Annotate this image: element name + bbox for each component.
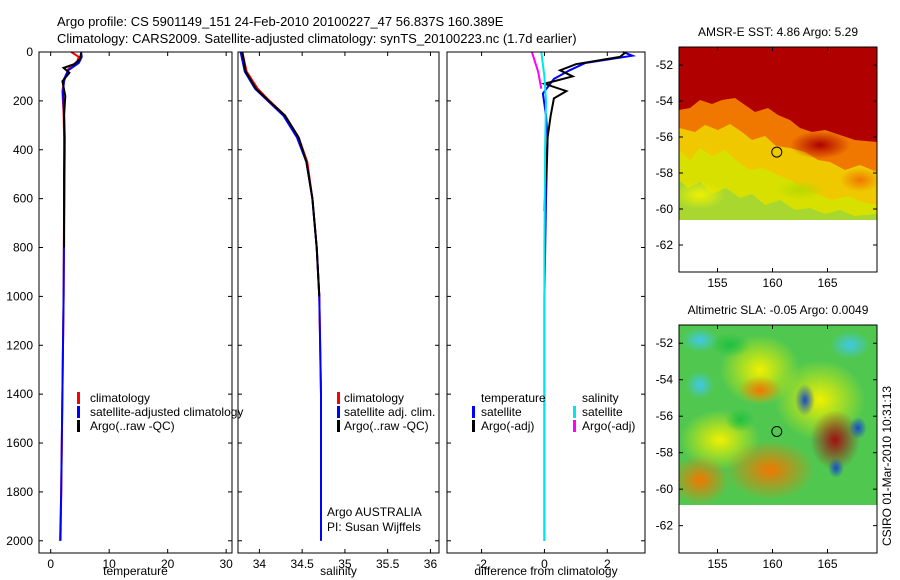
y-tick-label: 1600 [6, 436, 33, 450]
x-tick-label: 155 [707, 276, 727, 290]
x-tick-label: 35.5 [376, 557, 400, 571]
legend-swatch-argo [337, 420, 340, 432]
x-axis-label: salinity [320, 564, 357, 578]
y-tick-label: 0 [26, 45, 33, 59]
series-line-salinity-argo-adj- [530, 51, 543, 89]
legend-swatch-argo [77, 420, 80, 432]
legend-swatch-sal-satellite [573, 406, 576, 418]
x-axis-label: temperature [103, 564, 168, 578]
annotation-argo-australia: Argo AUSTRALIA [327, 505, 422, 519]
x-tick-label: 0 [47, 557, 54, 571]
sla-map-raster [679, 325, 877, 505]
legend-swatch-climatology [337, 392, 340, 404]
x-tick-label: 160 [762, 276, 782, 290]
legend-label-sal-satellite: satellite [582, 405, 623, 419]
legend-label-satellite-adj: satellite adj. clim. [344, 405, 435, 419]
axes-frame [237, 51, 440, 554]
x-tick-label: 36 [424, 557, 438, 571]
y-tick-label: -56 [656, 409, 674, 423]
x-tick-label: 165 [817, 276, 837, 290]
map-title: AMSR-E SST: 4.86 Argo: 5.29 [698, 25, 858, 39]
x-tick-label: 165 [817, 557, 837, 571]
y-tick-label: 1800 [6, 485, 33, 499]
legend-label-climatology: climatology [90, 391, 150, 405]
series-line-satellite-adjusted-climatology [59, 51, 83, 541]
series-line-temperature-satellite [541, 51, 637, 541]
temperature-legend: climatology satellite-adjusted climatolo… [77, 391, 243, 433]
annotation-pi-name: PI: Susan Wijffels [327, 520, 421, 534]
axes-frame [678, 324, 878, 554]
y-tick-label: 1400 [6, 387, 33, 401]
sla-map-empty-area [679, 505, 877, 553]
x-axis-label: difference from climatology [474, 564, 617, 578]
series-line-temperature-argo-adj- [540, 51, 627, 211]
legend-label-temp-satellite: satellite [481, 405, 522, 419]
x-tick-label: 35 [338, 557, 352, 571]
series-line-argo-raw-qc- [61, 53, 83, 248]
y-tick-label: 1000 [6, 289, 33, 303]
legend-swatch-climatology [77, 392, 80, 404]
argo-position-marker [771, 146, 783, 158]
series-line-satellite-adj-clim- [239, 51, 322, 541]
chart-layer: 0 10 20 30020040060080010001200140016001800… [6, 25, 878, 578]
y-tick-label: 600 [13, 192, 33, 206]
x-tick-label: 155 [707, 557, 727, 571]
series-line-argo-raw-qc- [241, 51, 321, 297]
legend-swatch-sal-argo [573, 420, 576, 432]
sst-map-empty-area [679, 220, 877, 272]
y-tick-label: -54 [656, 373, 674, 387]
series-line-climatology [241, 51, 322, 541]
legend-label-satellite-adjusted: satellite-adjusted climatology [90, 405, 243, 419]
y-tick-label: -58 [656, 446, 674, 460]
y-tick-label: -54 [656, 94, 674, 108]
y-tick-label: -58 [656, 166, 674, 180]
sst-map-raster [679, 47, 877, 220]
x-tick-label: 20 [161, 557, 175, 571]
legend-label-climatology: climatology [344, 391, 404, 405]
y-tick-label: -60 [656, 482, 674, 496]
legend-label-argo: Argo(..raw -QC) [344, 419, 429, 433]
map-title: Altimetric SLA: -0.05 Argo: 0.0049 [688, 303, 869, 317]
axes-frame [678, 46, 878, 273]
argo-position-marker [771, 425, 783, 437]
y-tick-label: -62 [656, 519, 674, 533]
legend-swatch-temp-argo [472, 420, 475, 432]
x-tick-label: 160 [762, 557, 782, 571]
y-tick-label: 200 [13, 94, 33, 108]
x-tick-label: 2 [604, 557, 611, 571]
x-tick-label: 34.5 [290, 557, 314, 571]
axes-frame [38, 51, 233, 554]
legend-label-temp-argo: Argo(-adj) [481, 419, 534, 433]
x-tick-label: 10 [103, 557, 117, 571]
figure-title-line1: Argo profile: CS 5901149_151 24-Feb-2010… [57, 14, 504, 29]
legend-title-temperature: temperature [481, 391, 546, 405]
salinity-legend: climatology satellite adj. clim. Argo(..… [327, 391, 435, 534]
legend-label-sal-argo: Argo(-adj) [582, 419, 635, 433]
legend-swatch-satellite [77, 406, 80, 418]
figure-side-label: CSIRO 01-Mar-2010 10:31:13 [880, 386, 894, 546]
legend-label-argo: Argo(..raw -QC) [90, 419, 175, 433]
legend-swatch-temp-satellite [472, 406, 475, 418]
x-tick-label: 0 [541, 557, 548, 571]
y-tick-label: -52 [656, 336, 674, 350]
y-tick-label: 2000 [6, 534, 33, 548]
legend-title-salinity: salinity [582, 391, 619, 405]
y-tick-label: 400 [13, 143, 33, 157]
x-tick-label: 34 [253, 557, 267, 571]
series-line-salinity-satellite [540, 51, 548, 541]
y-tick-label: -52 [656, 58, 674, 72]
y-tick-label: -56 [656, 130, 674, 144]
y-tick-label: -62 [656, 238, 674, 252]
axes-frame [446, 51, 646, 554]
x-tick-label: 30 [219, 557, 233, 571]
x-tick-label: -2 [476, 557, 487, 571]
difference-legend: temperature satellite Argo(-adj) salinit… [472, 391, 635, 433]
figure-title-line2: Climatology: CARS2009. Satellite-adjuste… [57, 31, 577, 46]
y-tick-label: -60 [656, 202, 674, 216]
y-tick-label: 1200 [6, 338, 33, 352]
legend-swatch-satellite [337, 406, 340, 418]
y-tick-label: 800 [13, 241, 33, 255]
